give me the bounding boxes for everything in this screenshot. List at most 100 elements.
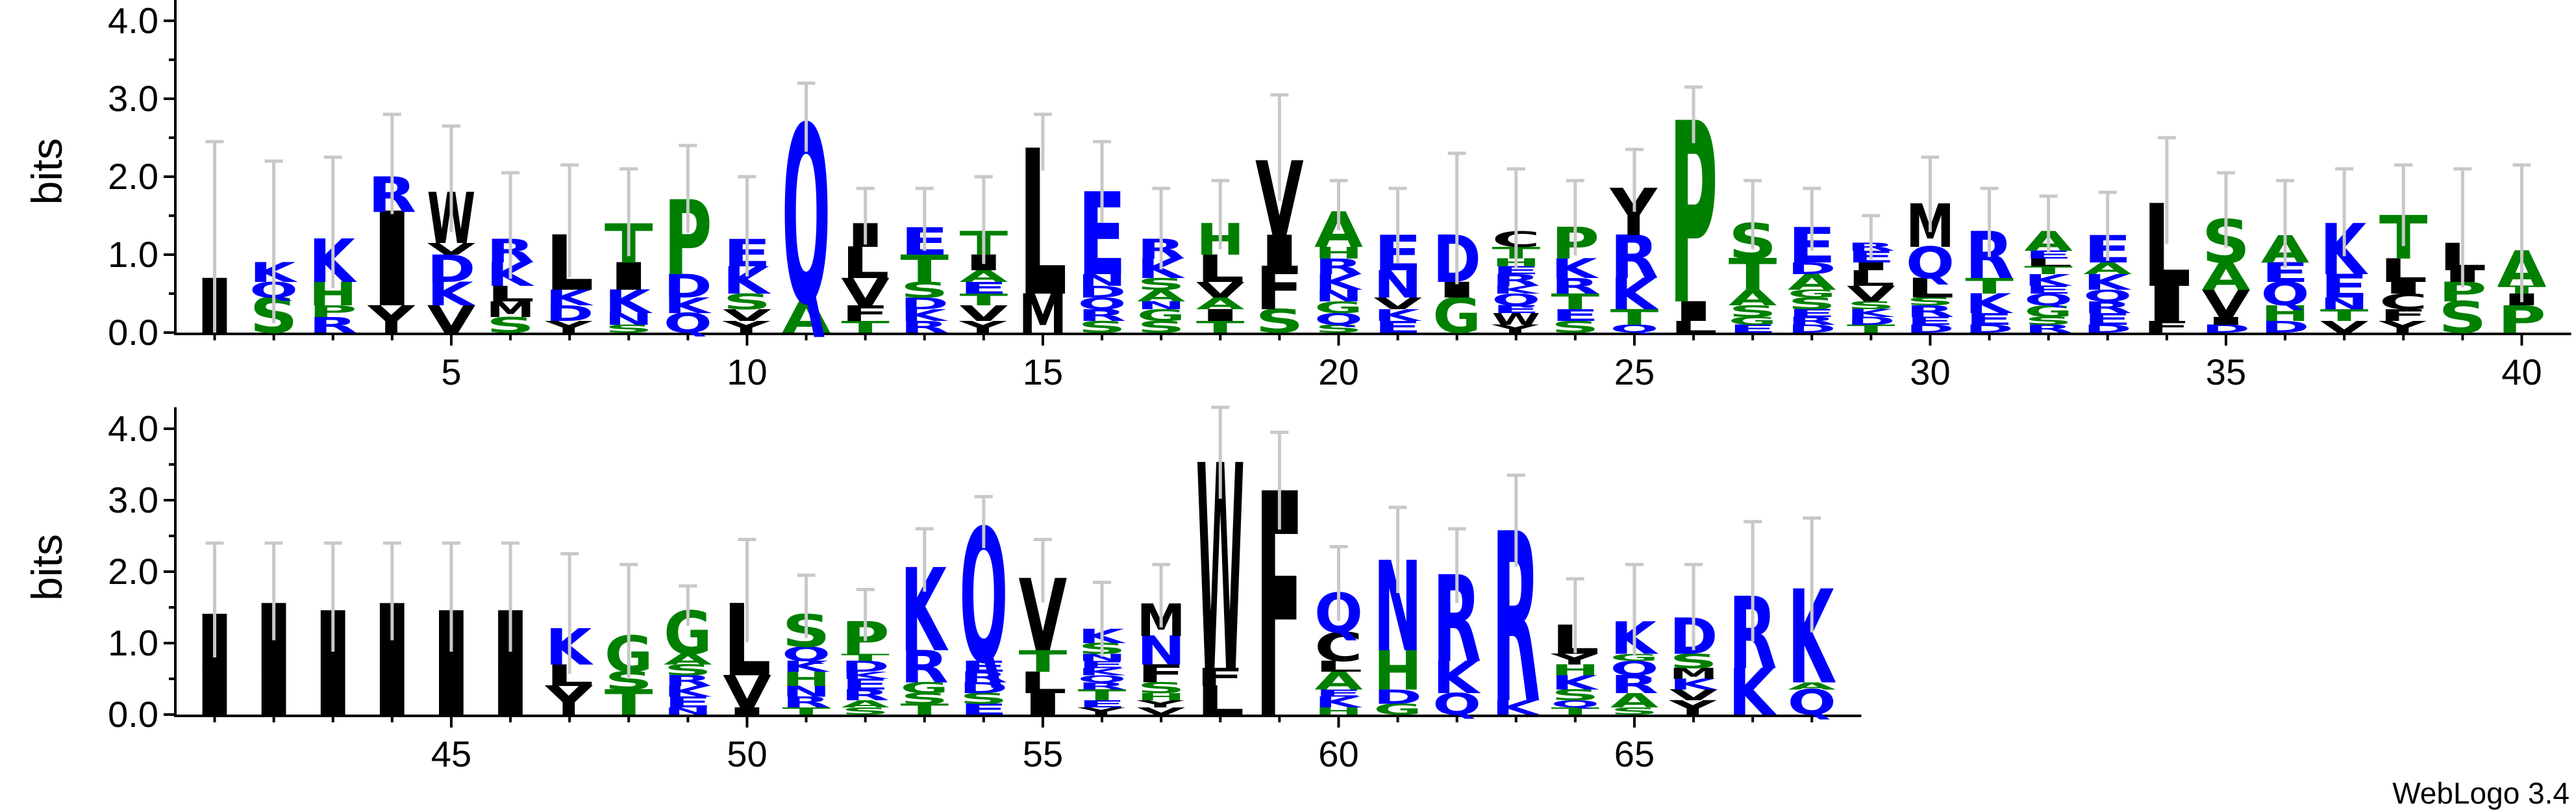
logo-letter: D — [1906, 323, 1955, 335]
logo-letter: L — [1196, 247, 1245, 291]
logo-letter: Y — [722, 318, 771, 336]
y-tick-label: 4.0 — [108, 0, 158, 41]
logo-letter: H — [2261, 301, 2310, 326]
logo-letter: S — [900, 278, 949, 303]
logo-letter: T — [1551, 705, 1599, 717]
logo-letter: E — [2024, 249, 2073, 261]
logo-letter: E — [1788, 307, 1836, 320]
logo-letter: N — [605, 310, 653, 329]
logo-letter: K — [1078, 666, 1127, 678]
logo-letter: M — [1019, 282, 1068, 346]
logo-letter: L — [486, 281, 535, 307]
logo-letter: A — [2083, 259, 2132, 278]
x-tick-label: 5 — [441, 351, 461, 392]
logo-letter: V — [1137, 705, 1186, 717]
logo-letter: Q — [1314, 310, 1363, 329]
x-tick-label: 60 — [1318, 733, 1358, 774]
logo-letter: T — [1019, 644, 1068, 679]
logo-letter: H — [1314, 705, 1363, 717]
logo-letter: N — [1314, 286, 1363, 305]
logo-letter: D — [959, 679, 1008, 697]
logo-letter: I — [486, 659, 535, 729]
logo-letter: S — [1314, 323, 1363, 336]
logo-letter: S — [1847, 299, 1895, 312]
logo-letter: E — [959, 279, 1008, 298]
logo-letter: M — [486, 297, 535, 322]
logo-letter: T — [841, 318, 890, 336]
logo-letter: N — [1137, 299, 1186, 312]
logo-letter: E — [959, 658, 1008, 676]
x-tick-label: 15 — [1023, 351, 1063, 392]
x-tick-label: 35 — [2206, 351, 2246, 392]
x-tick-label: 45 — [431, 733, 471, 774]
logo-letter: Q — [664, 308, 712, 339]
logo-letter: T — [605, 683, 653, 723]
logo-letter: R — [841, 687, 890, 704]
logo-letter: A — [1729, 286, 1777, 311]
logo-letter: F — [2142, 318, 2191, 336]
logo-letter: F — [1255, 254, 1304, 324]
logo-letter: Y — [958, 318, 1007, 336]
logo-letter: E — [2320, 268, 2369, 305]
logo-letter: E — [1729, 323, 1777, 335]
logo-letter: V — [427, 240, 476, 259]
logo-letter: V — [2202, 282, 2251, 326]
y-tick-label: 1.0 — [108, 622, 158, 663]
logo-letter: R — [1551, 274, 1599, 299]
logo-letter: Y — [544, 318, 593, 336]
logo-letter: S — [1137, 318, 1186, 336]
logo-letter: Q — [1432, 687, 1481, 722]
logo-letter: G — [1610, 652, 1659, 663]
logo-letter: K — [1432, 652, 1481, 704]
logo-letter: V — [1196, 278, 1245, 303]
y-tick-label: 0.0 — [108, 312, 158, 353]
logo-letter: S — [723, 290, 771, 315]
logo-letter: T — [2320, 306, 2369, 325]
logo-letter: G — [2024, 302, 2073, 321]
logo-letter: Y — [1136, 698, 1184, 710]
logo-letter: V — [723, 666, 771, 718]
logo-letter: E — [1373, 318, 1422, 336]
x-tick-label: 40 — [2501, 351, 2542, 392]
logo-letter: L — [1847, 266, 1895, 291]
logo-letter: K — [1492, 283, 1540, 296]
logo-letter: D — [1373, 685, 1422, 708]
logo-letter: K — [427, 275, 476, 313]
x-tick-label: 30 — [1910, 351, 1950, 392]
logo-letter: Q — [2083, 286, 2132, 305]
logo-letter: Q — [1078, 294, 1127, 313]
logo-letter: H — [1314, 244, 1363, 262]
logo-letter: K — [1314, 270, 1362, 295]
logo-letter: E — [1906, 315, 1955, 327]
logo-letter: R — [1610, 670, 1659, 699]
logo-letter: S — [959, 690, 1008, 707]
logo-letter: D — [841, 658, 890, 676]
logo-letter: E — [664, 694, 712, 711]
logo-letter: K — [1551, 671, 1599, 694]
logo-letter: N — [2320, 294, 2369, 313]
logo-letter: D — [2261, 318, 2310, 336]
logo-letter: R — [1906, 302, 1955, 321]
logo-letter: D — [1965, 323, 2014, 335]
logo-letter: R — [1078, 681, 1127, 692]
logo-letter: L — [841, 238, 890, 288]
logo-letter: I — [723, 705, 771, 717]
logo-letter: S — [1669, 650, 1718, 674]
logo-letter: G — [1788, 288, 1836, 300]
logo-letter: Y — [367, 298, 415, 342]
logo-letter: K — [1965, 288, 2014, 320]
logo-letter: C — [2379, 289, 2428, 314]
logo-letter: I — [190, 659, 239, 729]
logo-letter: D — [900, 294, 949, 313]
logo-letter: V — [723, 306, 771, 325]
logo-letter: G — [1373, 701, 1422, 718]
logo-letter: K — [1492, 696, 1540, 720]
logo-letter: S — [1906, 296, 1955, 309]
logo-letter: E — [1078, 698, 1127, 710]
logo-letter: K — [1314, 694, 1363, 711]
logo-letter: L — [1906, 272, 1955, 304]
x-tick-label: 55 — [1023, 733, 1063, 774]
logo-letter: E — [1492, 264, 1540, 277]
logo-letter: K — [1373, 306, 1422, 325]
